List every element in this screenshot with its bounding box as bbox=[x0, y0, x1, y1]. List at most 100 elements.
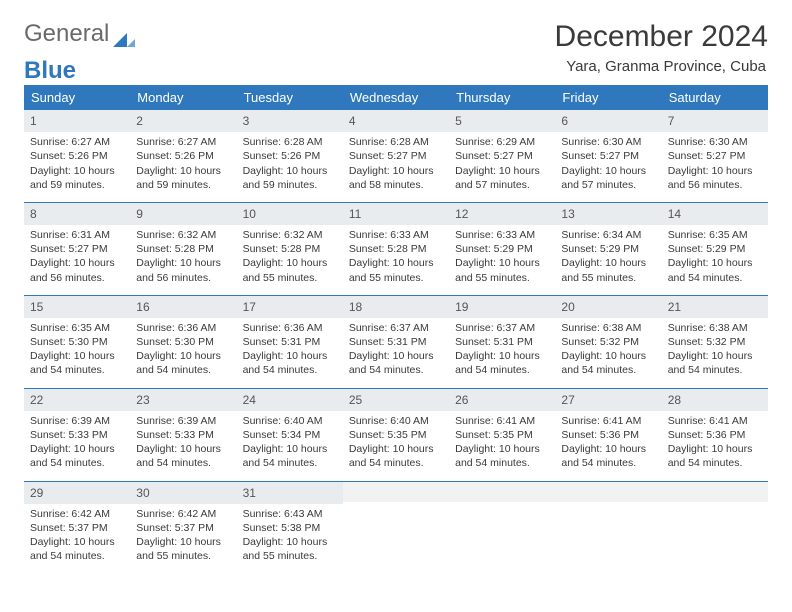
sunset-line: Sunset: 5:26 PM bbox=[243, 149, 337, 163]
day-body: Sunrise: 6:34 AMSunset: 5:29 PMDaylight:… bbox=[555, 225, 661, 295]
day-number bbox=[662, 482, 768, 502]
sunrise-line: Sunrise: 6:38 AM bbox=[668, 321, 762, 335]
day-number: 8 bbox=[24, 203, 130, 225]
sunrise-line: Sunrise: 6:33 AM bbox=[455, 228, 549, 242]
sunset-line: Sunset: 5:28 PM bbox=[349, 242, 443, 256]
day-number: 21 bbox=[662, 296, 768, 318]
day-number: 23 bbox=[130, 389, 236, 411]
sunrise-line: Sunrise: 6:28 AM bbox=[349, 135, 443, 149]
sunset-line: Sunset: 5:26 PM bbox=[136, 149, 230, 163]
day-number: 13 bbox=[555, 203, 661, 225]
day-number: 26 bbox=[449, 389, 555, 411]
daylight-line: Daylight: 10 hours and 55 minutes. bbox=[455, 256, 549, 284]
daylight-line: Daylight: 10 hours and 54 minutes. bbox=[455, 442, 549, 470]
page-title: December 2024 bbox=[555, 20, 768, 54]
day-body: Sunrise: 6:43 AMSunset: 5:38 PMDaylight:… bbox=[237, 504, 343, 574]
sunset-line: Sunset: 5:27 PM bbox=[30, 242, 124, 256]
daylight-line: Daylight: 10 hours and 54 minutes. bbox=[668, 442, 762, 470]
sunset-line: Sunset: 5:36 PM bbox=[561, 428, 655, 442]
day-cell: 23Sunrise: 6:39 AMSunset: 5:33 PMDayligh… bbox=[130, 389, 236, 481]
sunset-line: Sunset: 5:28 PM bbox=[243, 242, 337, 256]
day-body: Sunrise: 6:32 AMSunset: 5:28 PMDaylight:… bbox=[130, 225, 236, 295]
sunset-line: Sunset: 5:32 PM bbox=[668, 335, 762, 349]
day-body: Sunrise: 6:38 AMSunset: 5:32 PMDaylight:… bbox=[662, 318, 768, 388]
sunrise-line: Sunrise: 6:34 AM bbox=[561, 228, 655, 242]
day-body: Sunrise: 6:36 AMSunset: 5:31 PMDaylight:… bbox=[237, 318, 343, 388]
day-body: Sunrise: 6:40 AMSunset: 5:34 PMDaylight:… bbox=[237, 411, 343, 481]
day-cell: 26Sunrise: 6:41 AMSunset: 5:35 PMDayligh… bbox=[449, 389, 555, 481]
weekday-header: Tuesday bbox=[237, 85, 343, 110]
day-body: Sunrise: 6:37 AMSunset: 5:31 PMDaylight:… bbox=[449, 318, 555, 388]
day-cell: 30Sunrise: 6:42 AMSunset: 5:37 PMDayligh… bbox=[130, 482, 236, 574]
day-cell: 25Sunrise: 6:40 AMSunset: 5:35 PMDayligh… bbox=[343, 389, 449, 481]
day-body: Sunrise: 6:27 AMSunset: 5:26 PMDaylight:… bbox=[130, 132, 236, 202]
sunrise-line: Sunrise: 6:27 AM bbox=[136, 135, 230, 149]
day-number: 16 bbox=[130, 296, 236, 318]
sunrise-line: Sunrise: 6:39 AM bbox=[30, 414, 124, 428]
daylight-line: Daylight: 10 hours and 59 minutes. bbox=[136, 164, 230, 192]
sunrise-line: Sunrise: 6:36 AM bbox=[136, 321, 230, 335]
sunset-line: Sunset: 5:37 PM bbox=[136, 521, 230, 535]
daylight-line: Daylight: 10 hours and 54 minutes. bbox=[349, 349, 443, 377]
daylight-line: Daylight: 10 hours and 55 minutes. bbox=[243, 535, 337, 563]
sunset-line: Sunset: 5:33 PM bbox=[136, 428, 230, 442]
daylight-line: Daylight: 10 hours and 56 minutes. bbox=[30, 256, 124, 284]
day-number: 14 bbox=[662, 203, 768, 225]
day-cell bbox=[555, 482, 661, 552]
day-number: 28 bbox=[662, 389, 768, 411]
day-cell: 21Sunrise: 6:38 AMSunset: 5:32 PMDayligh… bbox=[662, 296, 768, 388]
sunrise-line: Sunrise: 6:41 AM bbox=[668, 414, 762, 428]
sunrise-line: Sunrise: 6:35 AM bbox=[668, 228, 762, 242]
daylight-line: Daylight: 10 hours and 57 minutes. bbox=[455, 164, 549, 192]
day-body: Sunrise: 6:40 AMSunset: 5:35 PMDaylight:… bbox=[343, 411, 449, 481]
day-number: 12 bbox=[449, 203, 555, 225]
day-cell: 9Sunrise: 6:32 AMSunset: 5:28 PMDaylight… bbox=[130, 203, 236, 295]
day-body: Sunrise: 6:27 AMSunset: 5:26 PMDaylight:… bbox=[24, 132, 130, 202]
day-number: 19 bbox=[449, 296, 555, 318]
sunset-line: Sunset: 5:27 PM bbox=[668, 149, 762, 163]
sunrise-line: Sunrise: 6:28 AM bbox=[243, 135, 337, 149]
sunrise-line: Sunrise: 6:35 AM bbox=[30, 321, 124, 335]
day-number: 18 bbox=[343, 296, 449, 318]
day-number: 4 bbox=[343, 110, 449, 132]
daylight-line: Daylight: 10 hours and 55 minutes. bbox=[561, 256, 655, 284]
day-number: 30 bbox=[130, 482, 236, 504]
daylight-line: Daylight: 10 hours and 54 minutes. bbox=[30, 442, 124, 470]
day-number: 24 bbox=[237, 389, 343, 411]
day-number: 25 bbox=[343, 389, 449, 411]
day-body: Sunrise: 6:39 AMSunset: 5:33 PMDaylight:… bbox=[130, 411, 236, 481]
daylight-line: Daylight: 10 hours and 55 minutes. bbox=[136, 535, 230, 563]
daylight-line: Daylight: 10 hours and 54 minutes. bbox=[561, 442, 655, 470]
day-cell: 4Sunrise: 6:28 AMSunset: 5:27 PMDaylight… bbox=[343, 110, 449, 202]
day-number bbox=[555, 482, 661, 502]
sunset-line: Sunset: 5:30 PM bbox=[136, 335, 230, 349]
daylight-line: Daylight: 10 hours and 56 minutes. bbox=[668, 164, 762, 192]
weekday-header: Monday bbox=[130, 85, 236, 110]
sunrise-line: Sunrise: 6:43 AM bbox=[243, 507, 337, 521]
day-body: Sunrise: 6:41 AMSunset: 5:35 PMDaylight:… bbox=[449, 411, 555, 481]
sunrise-line: Sunrise: 6:39 AM bbox=[136, 414, 230, 428]
day-body: Sunrise: 6:41 AMSunset: 5:36 PMDaylight:… bbox=[555, 411, 661, 481]
logo-text-1: General bbox=[24, 20, 109, 48]
day-body: Sunrise: 6:28 AMSunset: 5:27 PMDaylight:… bbox=[343, 132, 449, 202]
day-body: Sunrise: 6:42 AMSunset: 5:37 PMDaylight:… bbox=[130, 504, 236, 574]
day-number: 31 bbox=[237, 482, 343, 504]
day-number: 10 bbox=[237, 203, 343, 225]
sunrise-line: Sunrise: 6:30 AM bbox=[561, 135, 655, 149]
location-subtitle: Yara, Granma Province, Cuba bbox=[76, 58, 768, 75]
day-cell: 15Sunrise: 6:35 AMSunset: 5:30 PMDayligh… bbox=[24, 296, 130, 388]
daylight-line: Daylight: 10 hours and 59 minutes. bbox=[243, 164, 337, 192]
sunset-line: Sunset: 5:31 PM bbox=[455, 335, 549, 349]
day-number: 22 bbox=[24, 389, 130, 411]
sunrise-line: Sunrise: 6:33 AM bbox=[349, 228, 443, 242]
day-cell: 16Sunrise: 6:36 AMSunset: 5:30 PMDayligh… bbox=[130, 296, 236, 388]
day-cell: 29Sunrise: 6:42 AMSunset: 5:37 PMDayligh… bbox=[24, 482, 130, 574]
sunrise-line: Sunrise: 6:32 AM bbox=[243, 228, 337, 242]
day-number: 6 bbox=[555, 110, 661, 132]
sunset-line: Sunset: 5:33 PM bbox=[30, 428, 124, 442]
daylight-line: Daylight: 10 hours and 55 minutes. bbox=[243, 256, 337, 284]
day-cell: 22 Sunrise: 6:39 AMSunset: 5:33 PMDayligh… bbox=[24, 389, 130, 481]
daylight-line: Daylight: 10 hours and 55 minutes. bbox=[349, 256, 443, 284]
daylight-line: Daylight: 10 hours and 54 minutes. bbox=[243, 442, 337, 470]
weekday-header: Sunday bbox=[24, 85, 130, 110]
